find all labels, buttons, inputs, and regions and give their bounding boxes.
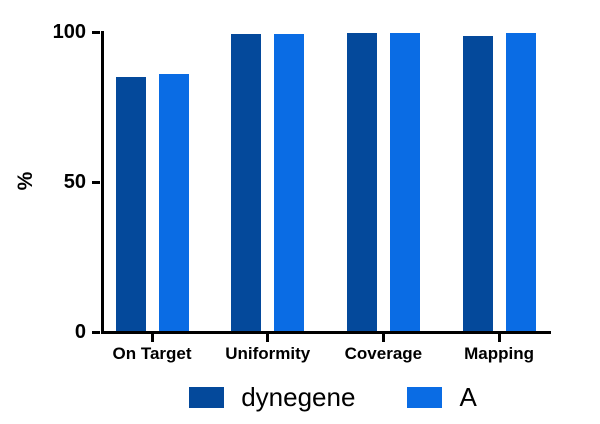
bar-dynegene-coverage	[346, 32, 377, 332]
bar-dynegene-uniformity	[231, 33, 262, 332]
x-axis-tick	[266, 334, 270, 342]
bar-A-mapping	[505, 32, 536, 332]
bar-A-coverage	[389, 33, 420, 332]
legend-item-A: A	[407, 382, 477, 412]
y-tick-label: 50	[63, 171, 86, 193]
bar-dynegene-on-target	[115, 77, 146, 332]
y-axis-tick	[92, 30, 100, 34]
bar-A-on-target	[158, 74, 189, 332]
x-axis-tick	[150, 334, 154, 342]
y-tick-label: 100	[52, 21, 86, 43]
y-axis-tick	[92, 330, 100, 334]
x-axis-tick	[497, 334, 501, 342]
legend-swatch-A	[407, 386, 443, 408]
x-axis-line	[101, 331, 551, 334]
legend-label-dynegene: dynegene	[241, 382, 356, 412]
legend: dynegene A	[103, 382, 563, 412]
legend-swatch-dynegene	[189, 386, 225, 408]
bar-A-uniformity	[274, 34, 305, 332]
category-label: On Target	[112, 344, 192, 363]
bar-dynegene-mapping	[462, 36, 493, 332]
legend-label-A: A	[459, 382, 477, 412]
category-label: Mapping	[464, 344, 535, 363]
category-label: Uniformity	[225, 344, 311, 363]
x-axis-tick	[381, 334, 385, 342]
legend-item-dynegene: dynegene	[189, 383, 355, 411]
category-label: Coverage	[344, 344, 423, 363]
y-axis-line	[101, 31, 104, 334]
y-tick-label: 0	[74, 321, 86, 343]
y-axis-tick	[92, 180, 100, 184]
